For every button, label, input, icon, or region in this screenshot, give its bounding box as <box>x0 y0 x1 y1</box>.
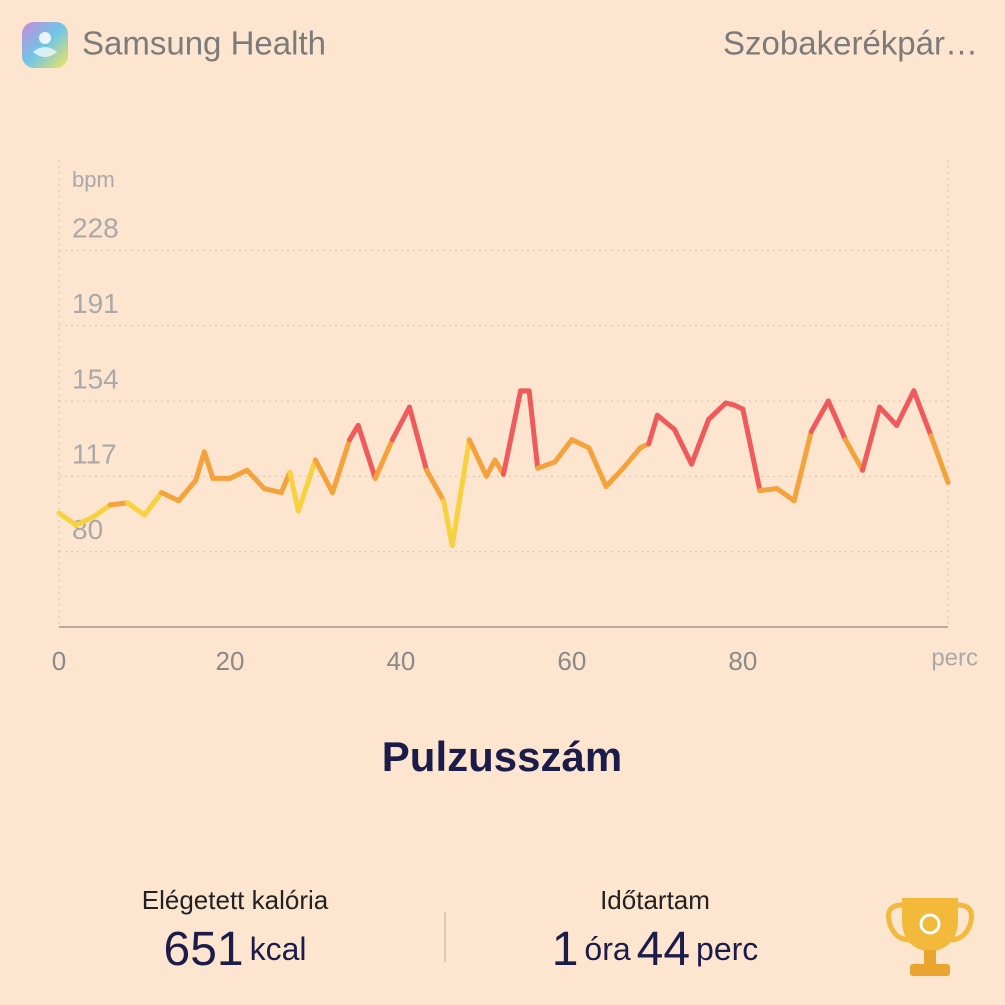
calories-value: 651 <box>164 923 244 976</box>
heart-rate-line <box>501 388 524 477</box>
heart-rate-line <box>287 469 301 514</box>
heart-rate-line <box>603 465 626 490</box>
chart-title: Pulzusszám <box>382 733 622 780</box>
activity-name: Szobakerékpár… <box>723 25 978 62</box>
heart-rate-line <box>124 500 147 518</box>
heart-rate-line <box>312 457 336 496</box>
heart-rate-line <box>355 422 378 481</box>
icon-figure <box>33 47 57 57</box>
calories-unit: kcal <box>250 931 307 967</box>
stat-value: 1 óra 44 perc <box>552 923 759 976</box>
heart-rate-line <box>671 427 695 467</box>
y-tick-label: 191 <box>72 288 119 319</box>
heart-rate-line <box>372 437 395 481</box>
heart-rate-line <box>911 388 934 439</box>
y-tick-label: 228 <box>72 213 119 244</box>
heart-rate-line <box>424 467 447 504</box>
heart-rate-line <box>842 437 866 473</box>
heart-rate-line <box>406 404 430 473</box>
heart-rate-line <box>740 406 763 494</box>
stat-label: Elégetett kalória <box>142 885 329 915</box>
heart-rate-line <box>620 445 643 471</box>
heart-rate-line <box>483 457 498 479</box>
y-axis-label: bpm <box>72 167 115 192</box>
stat-value: 651 kcal <box>164 923 307 976</box>
heart-rate-line <box>73 514 96 528</box>
heart-rate-line <box>928 433 951 485</box>
heart-rate-line <box>791 429 814 504</box>
heart-rate-line <box>689 416 712 467</box>
heart-rate-line <box>176 477 199 504</box>
heart-rate-line <box>227 467 250 481</box>
hours-value: 1 <box>552 923 579 976</box>
trophy-icon[interactable] <box>886 898 974 976</box>
heart-rate-line <box>552 437 575 465</box>
stat-label: Időtartam <box>600 885 710 915</box>
heart-rate-line <box>441 498 455 549</box>
heart-rate-line <box>808 398 831 435</box>
icon-figure <box>39 32 51 44</box>
x-tick-label: 0 <box>52 646 66 676</box>
heart-rate-line <box>244 467 267 492</box>
minutes-value: 44 <box>637 923 690 976</box>
heart-rate-line <box>586 445 609 490</box>
x-tick-label: 60 <box>557 646 586 676</box>
heart-rate-line <box>330 437 353 496</box>
x-tick-label: 40 <box>386 646 415 676</box>
heart-rate-line <box>159 490 182 504</box>
heart-rate-line <box>295 457 318 514</box>
heart-rate-line <box>526 388 541 471</box>
x-axis-label: perc <box>931 644 978 671</box>
heart-rate-line <box>894 388 917 428</box>
heart-rate-line <box>90 502 113 520</box>
heart-rate-line <box>261 486 284 496</box>
heart-rate-line <box>757 486 780 494</box>
heart-rate-line <box>107 500 130 508</box>
minutes-unit: perc <box>696 931 758 967</box>
heart-rate-line <box>193 449 207 483</box>
app-name: Samsung Health <box>82 25 326 62</box>
hours-unit: óra <box>584 931 630 967</box>
y-tick-label: 154 <box>72 363 119 394</box>
heart-rate-line <box>646 412 660 447</box>
app-icon[interactable] <box>22 22 68 68</box>
heart-rate-line <box>201 449 216 481</box>
heart-rate-line <box>877 404 900 428</box>
x-tick-label: 80 <box>728 646 757 676</box>
heart-rate-line <box>466 437 489 479</box>
heart-rate-line <box>569 437 592 451</box>
heart-rate-line <box>56 510 79 528</box>
heart-rate-line <box>389 404 412 443</box>
heart-rate-line <box>860 404 883 473</box>
heart-rate-line <box>449 437 472 549</box>
y-tick-label: 117 <box>72 439 117 470</box>
heart-rate-line <box>774 486 797 504</box>
heart-rate-line <box>654 412 677 433</box>
x-tick-label: 20 <box>216 646 245 676</box>
heart-rate-line <box>706 400 729 422</box>
heart-rate-line <box>141 490 165 518</box>
heart-rate-line <box>825 398 848 443</box>
heart-rate-line <box>535 459 558 471</box>
